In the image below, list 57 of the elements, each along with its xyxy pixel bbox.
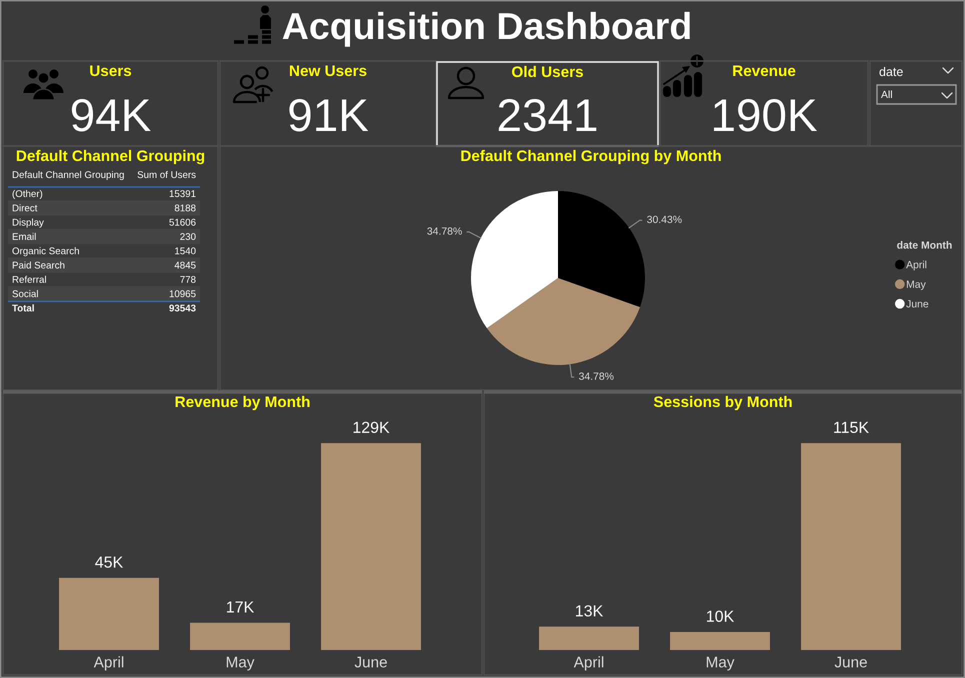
data-label: 230: [180, 233, 196, 240]
text: 190K: [714, 98, 818, 132]
data-label: 115K: [834, 422, 869, 434]
x-tick-label: April: [574, 656, 604, 670]
text: Sum of Users: [138, 170, 196, 178]
data-label: 778: [180, 276, 196, 283]
category-label: Referral: [12, 276, 46, 283]
text: New Users: [290, 65, 366, 76]
data-label: 129K: [354, 422, 390, 434]
data-label: 30.43%: [647, 216, 682, 224]
data-label: 45K: [95, 556, 124, 568]
text: 94K: [72, 98, 151, 132]
data-label: 8188: [174, 204, 196, 212]
text: All: [881, 90, 892, 98]
legend-title: date Month: [897, 241, 952, 249]
category-label: Direct: [12, 204, 38, 212]
text: 93543: [169, 304, 196, 312]
text: 91K: [289, 98, 368, 132]
x-tick-label: May: [226, 656, 254, 670]
legend-label: June: [906, 300, 928, 308]
data-label: 34.78%: [427, 227, 462, 235]
legend-label: May: [906, 280, 926, 290]
text: Users: [90, 65, 132, 76]
data-label: 15391: [170, 190, 196, 198]
data-label: 17K: [227, 601, 254, 612]
category-label: Display: [12, 218, 44, 228]
data-label: 4845: [174, 262, 196, 269]
text: Revenue: [733, 65, 796, 76]
data-label: 51606: [169, 218, 196, 226]
text: Default Channel Grouping: [12, 170, 124, 180]
text: Total: [12, 304, 34, 312]
data-label: 10K: [707, 610, 734, 622]
text: date: [880, 66, 903, 76]
pie-slice: [558, 191, 645, 308]
x-tick-label: May: [706, 656, 734, 670]
text: 2341: [498, 98, 596, 132]
data-label: 13K: [576, 605, 604, 617]
data-label: 1540: [175, 247, 196, 254]
data-label: 10965: [170, 290, 196, 298]
category-label: Social: [12, 290, 38, 298]
data-label: 34.78%: [578, 372, 614, 380]
chart-title: Sessions by Month: [654, 396, 792, 410]
category-label: Email: [12, 232, 36, 240]
legend-label: April: [906, 260, 926, 270]
category-label: (Other): [12, 190, 42, 200]
category-label: Organic Search: [12, 247, 79, 256]
chart-title: Default Channel Grouping by Month: [461, 150, 721, 164]
chart-title: Revenue by Month: [176, 396, 310, 410]
text: Acquisition Dashboard: [282, 12, 690, 47]
text: Default Channel Grouping: [16, 150, 204, 164]
text: Old Users: [512, 66, 583, 78]
pie-slice: [486, 278, 640, 365]
x-tick-label: April: [94, 656, 124, 670]
category-label: Paid Search: [12, 261, 64, 269]
pie-slice: [471, 191, 558, 328]
x-tick-label: June: [354, 656, 387, 668]
x-tick-label: June: [834, 656, 867, 668]
